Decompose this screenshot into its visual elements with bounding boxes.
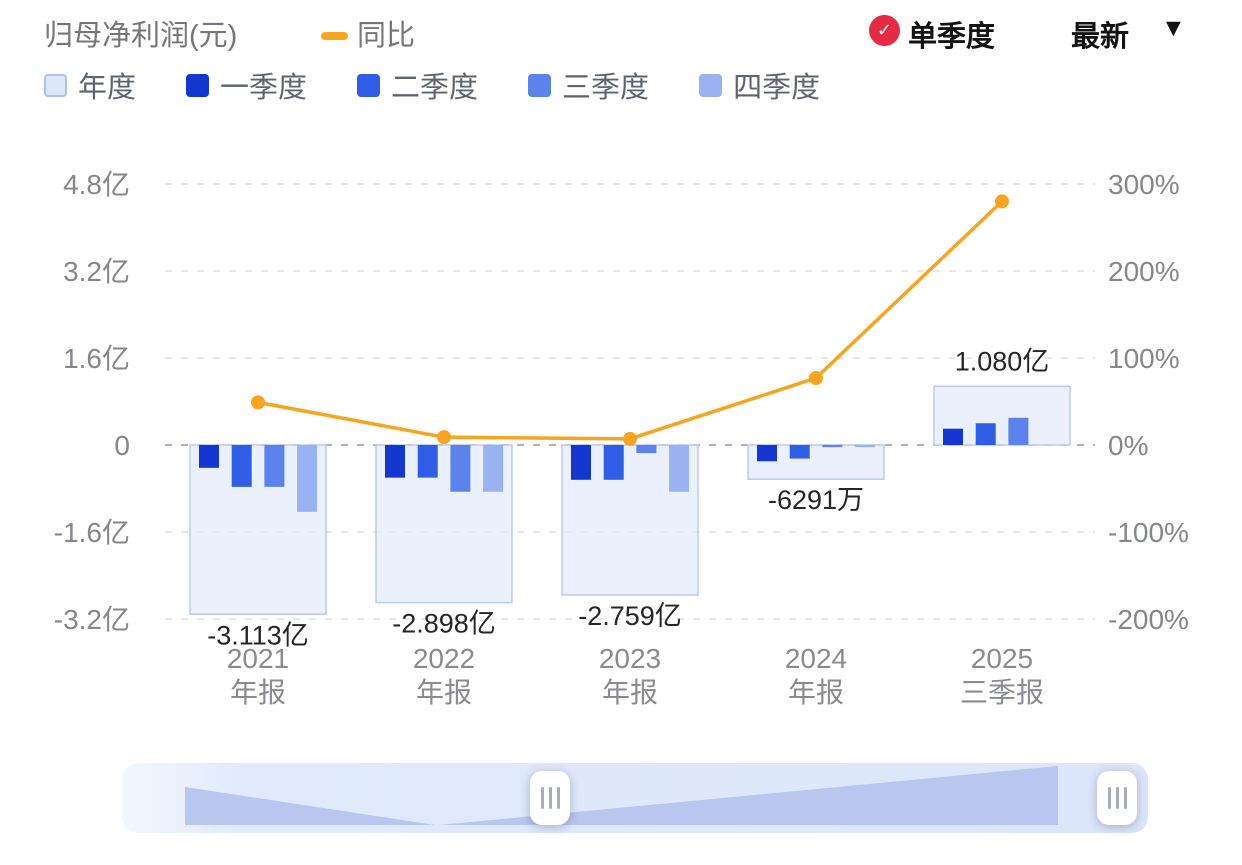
svg-text:-3.2亿: -3.2亿	[54, 604, 130, 635]
svg-text:100%: 100%	[1108, 343, 1180, 374]
data-zoom-handle-left[interactable]	[530, 771, 570, 825]
single-quarter-toggle[interactable]: 单季度	[908, 21, 996, 53]
svg-text:2021: 2021	[227, 643, 289, 674]
svg-text:2022: 2022	[413, 643, 475, 674]
data-zoom-handle-right[interactable]	[1097, 771, 1137, 825]
series-legend: 年度 一季度 二季度 三季度 四季度	[44, 64, 820, 106]
svg-text:2023: 2023	[599, 643, 661, 674]
svg-text:300%: 300%	[1108, 169, 1180, 200]
svg-text:年报: 年报	[602, 677, 658, 708]
legend-item-q1[interactable]: 一季度	[186, 64, 307, 106]
annual-swatch-icon	[44, 73, 67, 97]
svg-text:-3.113亿: -3.113亿	[207, 620, 309, 650]
legend-item-q2[interactable]: 二季度	[357, 64, 478, 106]
svg-text:1.080亿: 1.080亿	[955, 346, 1050, 376]
page-title: 归母净利润(元)	[44, 20, 238, 52]
latest-dropdown[interactable]: 最新	[1071, 21, 1130, 53]
svg-text:0%: 0%	[1108, 430, 1148, 461]
svg-text:4.8亿: 4.8亿	[63, 169, 130, 200]
q3-swatch-icon	[528, 73, 552, 97]
svg-text:2024: 2024	[785, 643, 847, 674]
data-zoom-preview	[185, 766, 1058, 825]
svg-text:年报: 年报	[230, 677, 286, 708]
svg-text:1.6亿: 1.6亿	[63, 343, 130, 374]
svg-text:年报: 年报	[788, 677, 844, 708]
data-zoom-slider[interactable]	[122, 763, 1148, 833]
chevron-down-icon[interactable]: ▼	[1161, 14, 1186, 42]
q2-swatch-icon	[357, 73, 381, 97]
grip-lines-icon	[540, 787, 544, 809]
svg-text:-6291万: -6291万	[768, 485, 864, 515]
svg-text:-2.759亿: -2.759亿	[578, 601, 682, 631]
q1-swatch-icon	[186, 73, 210, 97]
yoy-line-legend-icon	[321, 32, 348, 40]
legend-item-q3[interactable]: 三季度	[528, 64, 649, 106]
single-quarter-checked-icon[interactable]: ✓	[869, 15, 900, 46]
yoy-line-legend-label: 同比	[357, 20, 416, 52]
grip-lines-icon	[1107, 787, 1111, 809]
svg-text:-2.898亿: -2.898亿	[392, 609, 496, 639]
legend-item-q4[interactable]: 四季度	[699, 64, 820, 106]
svg-text:-1.6亿: -1.6亿	[54, 517, 130, 548]
svg-text:年报: 年报	[416, 677, 472, 708]
svg-text:2025: 2025	[971, 643, 1033, 674]
svg-text:-200%: -200%	[1108, 604, 1189, 635]
net-profit-chart: 4.8亿 3.2亿 1.6亿 0 -1.6亿 -3.2亿 300% 200% 100% 0% -10…	[54, 169, 1189, 708]
svg-text:3.2亿: 3.2亿	[63, 256, 130, 287]
q4-swatch-icon	[699, 73, 723, 97]
legend-item-annual[interactable]: 年度	[44, 64, 136, 106]
svg-text:三季报: 三季报	[960, 677, 1044, 708]
svg-text:200%: 200%	[1108, 256, 1180, 287]
svg-text:0: 0	[114, 430, 130, 461]
svg-text:-100%: -100%	[1108, 517, 1189, 548]
